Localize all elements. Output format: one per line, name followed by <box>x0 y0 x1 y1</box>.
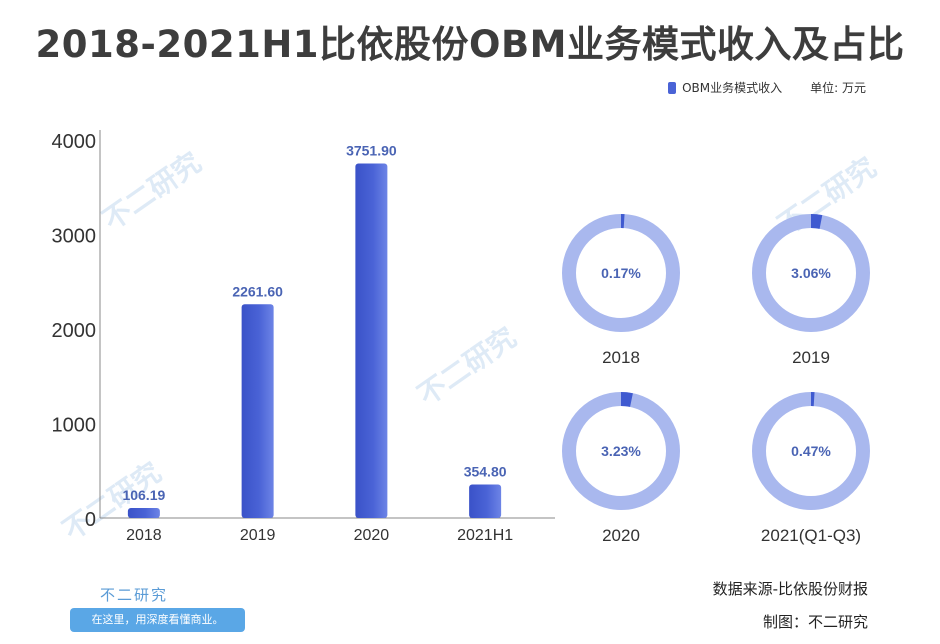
bar-value-label: 3751.90 <box>346 142 397 158</box>
x-tick-label: 2020 <box>354 527 390 544</box>
legend-swatch <box>668 81 677 94</box>
unit-label: 单位: 万元 <box>810 81 866 95</box>
bar-value-label: 354.80 <box>464 463 507 479</box>
brand-name: 不二研究 <box>100 586 169 604</box>
bar <box>241 304 274 518</box>
donut-highlight <box>620 392 633 407</box>
legend-label: OBM业务模式收入 <box>682 81 783 95</box>
donut-year-label: 2021(Q1-Q3) <box>761 526 861 545</box>
brand-slogan: 在这里，用深度看懂商业。 <box>70 608 245 632</box>
donut-percent-label: 0.17% <box>601 265 641 281</box>
chart-title: 2018-2021H1比依股份OBM业务模式收入及占比 <box>35 23 905 66</box>
bar <box>127 507 160 518</box>
y-tick-label: 4000 <box>52 131 97 153</box>
y-tick-label: 0 <box>85 509 96 531</box>
y-tick-label: 2000 <box>52 320 97 342</box>
bar-value-label: 2261.60 <box>232 283 283 299</box>
donut-percent-label: 3.06% <box>791 265 831 281</box>
donut-highlight <box>810 214 823 229</box>
legend: OBM业务模式收入 单位: 万元 <box>668 79 866 96</box>
donut-percent-label: 0.47% <box>791 443 831 459</box>
x-tick-label: 2019 <box>240 527 276 544</box>
bar <box>355 163 388 519</box>
donut-percent-label: 3.23% <box>601 443 641 459</box>
donut-year-label: 2019 <box>792 348 830 367</box>
y-tick-label: 3000 <box>52 226 97 248</box>
donut-year-label: 2020 <box>602 526 640 545</box>
x-tick-label: 2021H1 <box>457 527 513 544</box>
credit-note: 制图：不二研究 <box>762 613 868 631</box>
bar-value-label: 106.19 <box>122 487 165 503</box>
source-note: 数据来源-比依股份财报 <box>712 580 868 598</box>
x-tick-label: 2018 <box>126 527 162 544</box>
y-tick-label: 1000 <box>52 415 97 437</box>
donut-year-label: 2018 <box>602 348 640 367</box>
bar <box>469 484 502 518</box>
